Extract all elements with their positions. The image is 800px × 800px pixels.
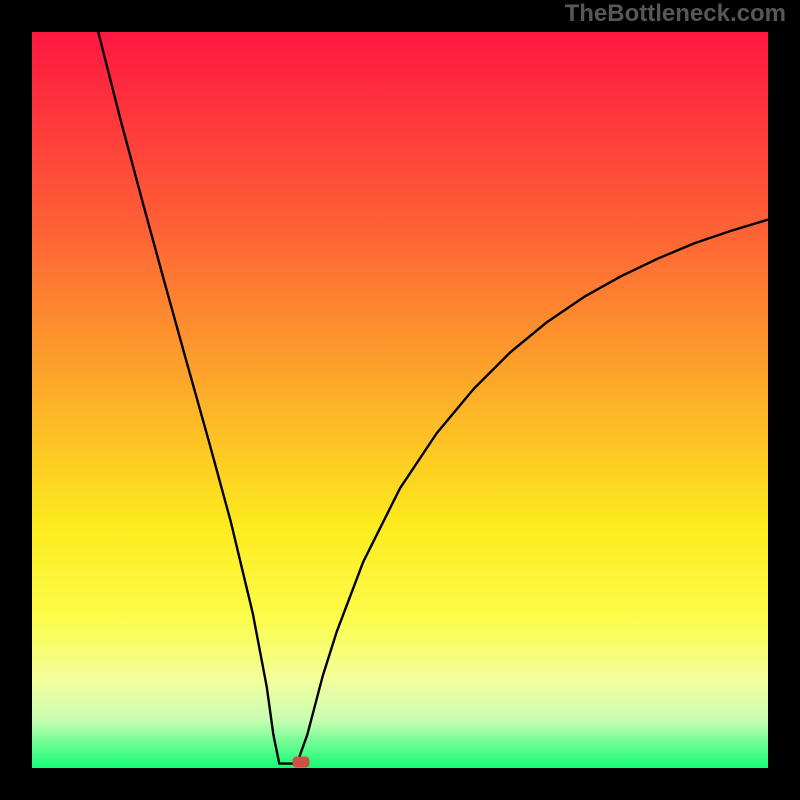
bottleneck-curve xyxy=(32,32,768,768)
attribution-text: TheBottleneck.com xyxy=(565,0,786,28)
optimal-point-marker xyxy=(292,757,309,768)
plot-area xyxy=(32,32,768,768)
chart-frame: { "canvas": { "width": 800, "height": 80… xyxy=(0,0,800,800)
